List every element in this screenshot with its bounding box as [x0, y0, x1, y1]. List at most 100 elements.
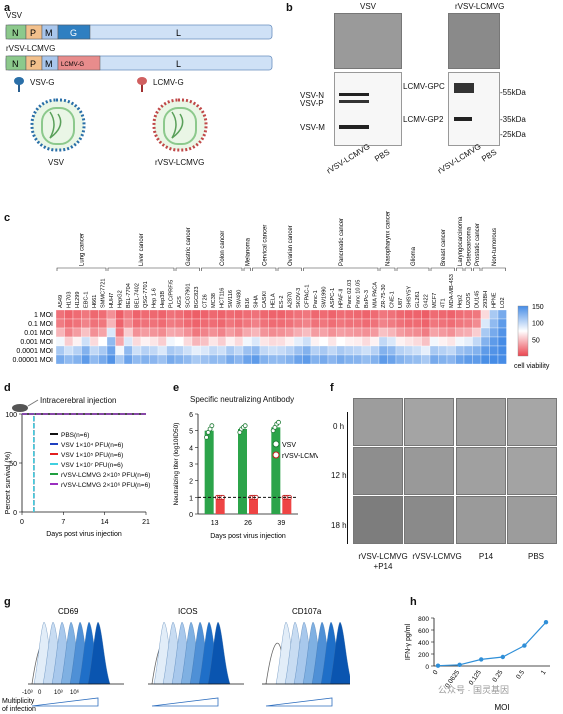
group-bracket	[243, 267, 251, 271]
x-tick-label: 14	[101, 519, 109, 526]
group-bracket	[396, 267, 430, 271]
heatmap-cell	[174, 318, 184, 329]
heatmap-cell	[446, 318, 456, 329]
heatmap-cell	[140, 318, 150, 329]
heatmap-column-label: CASKI	[262, 291, 268, 308]
heatmap-column-label: GL261	[415, 291, 421, 308]
heatmap-cell	[319, 354, 329, 365]
heatmap-cell	[200, 336, 210, 347]
heatmap-cell	[123, 354, 133, 365]
lane-right-pbs: PBS	[480, 147, 499, 164]
heatmap-cell	[327, 318, 337, 329]
heatmap-row-label: 0.0001 MOI	[16, 348, 53, 355]
group-bracket	[473, 267, 481, 271]
group-bracket	[175, 267, 200, 271]
heatmap-cell	[55, 336, 65, 347]
heatmap-cell	[132, 354, 142, 365]
y-axis-label: Percent survival (%)	[5, 452, 12, 515]
heatmap-cell	[285, 318, 295, 329]
heatmap-cell	[361, 309, 371, 320]
group-label: Osteosarcoma	[466, 226, 472, 266]
heatmap-cell	[344, 309, 354, 320]
heatmap-column-label: SiHA	[254, 295, 260, 308]
heatmap-column-label: MCF7	[432, 293, 438, 308]
coculture-micrograph	[404, 398, 454, 446]
lane-right-rvsv: rVSV-LCMVG	[436, 141, 483, 176]
heatmap-cell	[344, 354, 354, 365]
heatmap-cell	[310, 327, 320, 338]
heatmap-cell	[234, 336, 244, 347]
heatmap-cell	[123, 318, 133, 329]
rvsv-genome-title: rVSV-LCMVG	[6, 44, 56, 53]
legend-label: VSV 1×10⁵ PFU(n=6)	[61, 452, 123, 459]
heatmap-cell	[387, 318, 397, 329]
panel-c-label: c	[4, 212, 11, 224]
heatmap-cell	[489, 309, 499, 320]
coculture-micrograph	[353, 496, 403, 544]
flow-tick-label: -10³	[22, 690, 33, 696]
heatmap-cell	[276, 327, 286, 338]
heatmap-cell	[89, 327, 99, 338]
group-label: Melanoma	[245, 237, 251, 266]
heatmap-cell	[463, 354, 473, 365]
heatmap-cell	[251, 318, 261, 329]
heatmap-column-label: HepG2	[118, 290, 124, 308]
y-tick-label: 600	[418, 628, 429, 635]
legend-label: VSV	[282, 442, 296, 449]
heatmap-cell	[412, 354, 422, 365]
y-tick-label: 200	[418, 652, 429, 659]
heatmap-cell	[208, 336, 218, 347]
heatmap-cell	[268, 318, 278, 329]
heatmap-cell	[395, 345, 405, 356]
group-bracket	[252, 267, 277, 271]
heatmap-cell	[404, 354, 414, 365]
heatmap-cell	[285, 345, 295, 356]
heatmap-column-label: Hep3B	[160, 291, 166, 308]
heatmap-cell	[344, 345, 354, 356]
heatmap-cell	[276, 354, 286, 365]
heatmap-cell	[361, 345, 371, 356]
heatmap-cell	[268, 336, 278, 347]
group-label: Non-tumorous	[492, 228, 498, 266]
antibody-bar	[215, 497, 225, 514]
heatmap-column-label: U87	[398, 298, 404, 308]
heatmap-cell	[353, 309, 363, 320]
group-label: Glioma	[411, 246, 417, 266]
legend-label: rVSV-LCMVG 2×10⁵ PFU(n=6)	[61, 472, 150, 479]
heatmap-cell	[378, 327, 388, 338]
heatmap-cell	[361, 327, 371, 338]
colorbar	[517, 305, 529, 357]
heatmap-column-label: HUH7	[109, 293, 115, 308]
group-label: Ovarian cancer	[288, 225, 294, 266]
heatmap-cell	[378, 318, 388, 329]
heatmap-cell	[89, 318, 99, 329]
legend-label: rVSV-LCMVG 2×10⁶ PFU(n=6)	[61, 482, 150, 489]
panel-b-label: b	[286, 2, 293, 14]
y-tick-label: 50	[9, 461, 17, 468]
heatmap-cell	[55, 309, 65, 320]
heatmap-cell	[446, 309, 456, 320]
heatmap-column-label: Panc-1	[313, 290, 319, 308]
ifn-point	[522, 643, 527, 648]
heatmap-cell	[183, 345, 193, 356]
heatmap-cell	[72, 327, 82, 338]
heatmap-cell	[225, 345, 235, 356]
heatmap-cell	[302, 318, 312, 329]
x-tick-label: 1	[540, 669, 548, 676]
y-axis-label: IFN-γ pg/ml	[405, 623, 412, 660]
heatmap-cell	[302, 327, 312, 338]
heatmap-cell	[200, 327, 210, 338]
panel-g-label: g	[4, 596, 11, 608]
panel-a-label: a	[4, 2, 11, 14]
group-bracket	[107, 267, 175, 271]
antibody-point	[242, 423, 248, 429]
marker-55kda: -55kDa	[500, 88, 526, 97]
heatmap-cell	[387, 327, 397, 338]
vsv-genome-title: VSV	[6, 11, 23, 20]
heatmap-column-label: LO2	[500, 297, 506, 308]
group-bracket	[56, 267, 107, 271]
mouse-icon	[12, 404, 28, 412]
heatmap-cell	[293, 345, 303, 356]
heatmap-cell	[489, 318, 499, 329]
